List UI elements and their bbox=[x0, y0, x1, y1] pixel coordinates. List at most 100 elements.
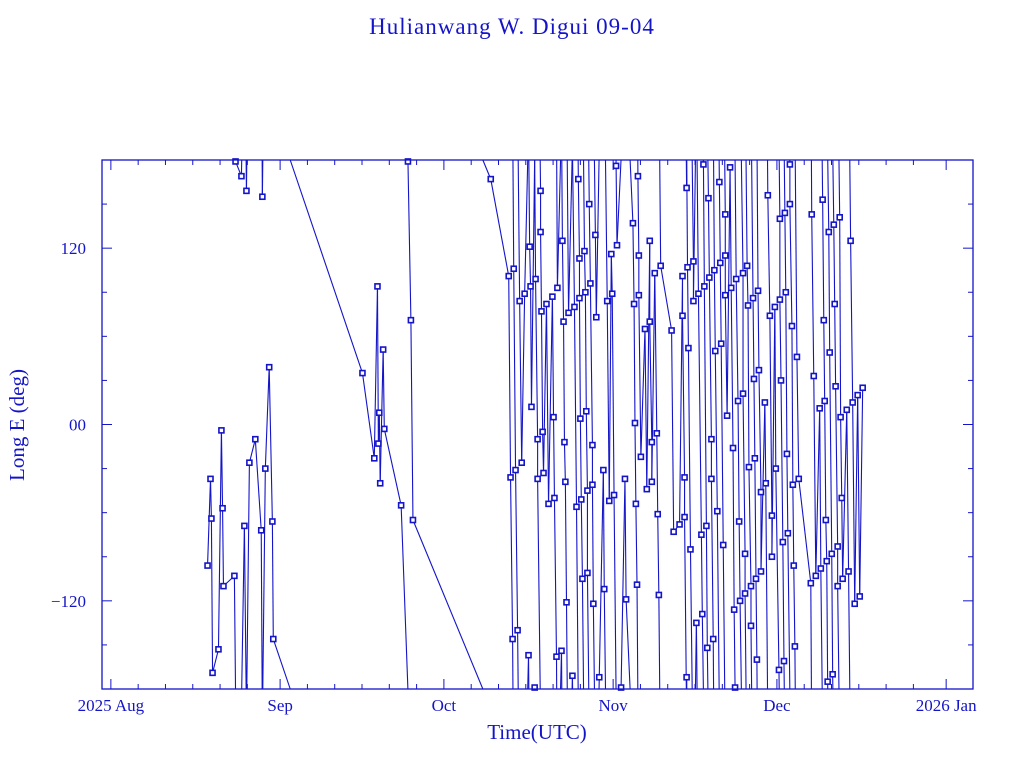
series-segment bbox=[254, 439, 262, 531]
series-segment bbox=[585, 411, 588, 491]
data-point-marker bbox=[751, 454, 759, 462]
series-segment bbox=[243, 525, 247, 690]
series-segment bbox=[829, 352, 833, 554]
series-segment bbox=[400, 505, 409, 690]
data-point-marker bbox=[776, 215, 784, 223]
series-segment bbox=[703, 286, 707, 526]
data-point-marker bbox=[269, 518, 276, 525]
series-segment bbox=[217, 430, 222, 650]
data-point-marker bbox=[538, 308, 545, 315]
series-segment bbox=[846, 409, 850, 572]
series-segment bbox=[785, 292, 788, 454]
series-segment bbox=[822, 199, 825, 321]
data-point-marker bbox=[786, 161, 794, 168]
data-point-marker bbox=[577, 415, 584, 422]
data-point-marker bbox=[209, 669, 216, 677]
data-point-marker bbox=[509, 635, 516, 643]
series-segment bbox=[572, 159, 576, 307]
series-segment bbox=[654, 273, 658, 434]
data-point-marker bbox=[600, 585, 608, 593]
data-point-marker bbox=[241, 522, 248, 530]
series-segment bbox=[840, 417, 843, 498]
series-segment bbox=[591, 484, 594, 604]
series-segment bbox=[671, 330, 675, 532]
data-point-marker bbox=[788, 322, 796, 330]
data-point-marker bbox=[808, 211, 816, 218]
series-segment bbox=[649, 321, 653, 443]
series-segment bbox=[616, 159, 622, 246]
series-segment bbox=[604, 159, 608, 302]
data-point-marker bbox=[832, 382, 839, 390]
data-point-marker bbox=[232, 158, 239, 165]
series-segment bbox=[579, 418, 582, 500]
series-segment bbox=[637, 176, 640, 256]
series-segment bbox=[719, 262, 722, 344]
series-segment bbox=[289, 159, 363, 374]
series-segment bbox=[613, 495, 617, 690]
data-point-marker bbox=[736, 597, 744, 605]
series-segment bbox=[625, 599, 631, 690]
series-segment bbox=[580, 499, 583, 579]
data-point-marker bbox=[537, 228, 544, 236]
series-segment bbox=[268, 367, 273, 522]
series-segment bbox=[687, 348, 692, 550]
series-segment bbox=[857, 395, 861, 597]
data-point-marker bbox=[238, 172, 245, 180]
series-segment bbox=[564, 481, 568, 603]
series-segment bbox=[588, 159, 590, 205]
data-point-marker bbox=[243, 187, 250, 195]
data-point-marker bbox=[380, 425, 388, 433]
series-segment bbox=[540, 231, 543, 312]
series-segment bbox=[508, 276, 512, 478]
series-segment bbox=[651, 273, 656, 482]
series-segment bbox=[842, 409, 848, 579]
data-point-marker bbox=[643, 485, 651, 493]
data-point-marker bbox=[575, 175, 582, 183]
series-segment bbox=[212, 649, 220, 673]
y-tick-label: −120 bbox=[51, 592, 86, 611]
data-point-marker bbox=[744, 302, 752, 309]
data-point-marker bbox=[584, 487, 591, 494]
series-segment bbox=[738, 521, 741, 601]
series-segment bbox=[271, 521, 274, 640]
series-segment bbox=[751, 159, 754, 299]
series-segment bbox=[819, 408, 822, 569]
data-point-marker bbox=[376, 479, 384, 487]
data-point-marker bbox=[526, 243, 533, 250]
series-segment bbox=[716, 511, 720, 690]
series-segment bbox=[603, 589, 607, 690]
data-point-marker bbox=[576, 255, 583, 262]
series-segment bbox=[742, 393, 746, 554]
data-point-marker bbox=[793, 353, 801, 361]
series-segment bbox=[713, 159, 715, 271]
data-point-marker bbox=[837, 413, 844, 421]
data-point-marker bbox=[558, 647, 565, 655]
data-point-marker bbox=[215, 646, 222, 653]
data-point-marker bbox=[577, 496, 585, 503]
series-segment bbox=[262, 468, 266, 690]
series-segment bbox=[210, 518, 214, 673]
series-segment bbox=[583, 251, 586, 293]
series-segment bbox=[611, 293, 615, 496]
data-point-marker bbox=[681, 474, 688, 481]
data-point-marker bbox=[839, 575, 846, 583]
data-point-marker bbox=[698, 531, 705, 539]
series-segment bbox=[833, 224, 836, 305]
series-segment bbox=[850, 240, 854, 403]
series-segment bbox=[791, 326, 794, 485]
data-point-marker bbox=[791, 643, 799, 650]
data-point-marker bbox=[409, 516, 417, 524]
series-segment bbox=[793, 565, 796, 647]
data-point-marker bbox=[817, 565, 825, 572]
series-segment bbox=[714, 351, 718, 512]
series-segment bbox=[732, 448, 735, 610]
series-segment bbox=[547, 296, 553, 504]
data-point-marker bbox=[828, 550, 836, 558]
series-segment bbox=[724, 159, 726, 215]
series-segment bbox=[778, 159, 781, 219]
data-point-marker bbox=[757, 488, 765, 496]
data-point-marker bbox=[825, 228, 833, 236]
data-point-marker bbox=[749, 294, 757, 302]
data-point-marker bbox=[635, 252, 643, 259]
series-segment bbox=[783, 159, 786, 213]
